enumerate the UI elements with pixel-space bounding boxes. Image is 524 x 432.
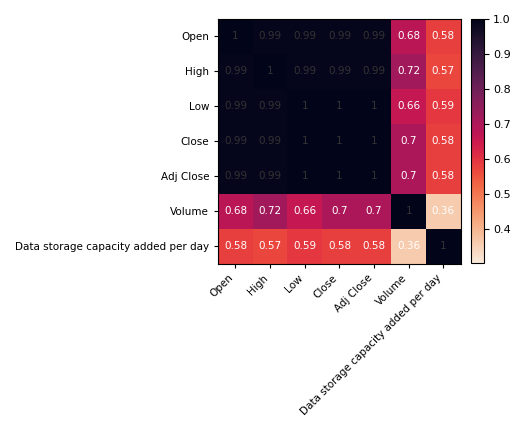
Text: 1: 1: [371, 137, 377, 146]
Text: 0.99: 0.99: [328, 67, 351, 76]
Text: 0.99: 0.99: [293, 32, 316, 41]
Text: 0.7: 0.7: [331, 206, 348, 216]
Text: 0.99: 0.99: [224, 102, 247, 111]
Text: 0.68: 0.68: [224, 206, 247, 216]
Text: 0.99: 0.99: [293, 67, 316, 76]
Text: 1: 1: [301, 137, 308, 146]
Text: 0.99: 0.99: [258, 171, 282, 181]
Text: 0.99: 0.99: [258, 102, 282, 111]
Text: 1: 1: [301, 171, 308, 181]
Text: 0.59: 0.59: [432, 102, 455, 111]
Text: 1: 1: [371, 102, 377, 111]
Text: 0.99: 0.99: [258, 137, 282, 146]
Text: 0.58: 0.58: [432, 171, 455, 181]
Text: 1: 1: [232, 32, 239, 41]
Text: 0.58: 0.58: [432, 137, 455, 146]
Text: 0.66: 0.66: [293, 206, 316, 216]
Text: 0.58: 0.58: [432, 32, 455, 41]
Text: 1: 1: [440, 241, 447, 251]
Text: 0.99: 0.99: [363, 67, 386, 76]
Text: 0.7: 0.7: [366, 206, 383, 216]
Text: 0.58: 0.58: [328, 241, 351, 251]
Text: 0.66: 0.66: [397, 102, 420, 111]
Text: 0.72: 0.72: [258, 206, 282, 216]
Text: 0.57: 0.57: [258, 241, 282, 251]
Text: 1: 1: [336, 137, 343, 146]
Text: 0.68: 0.68: [397, 32, 420, 41]
Text: 0.99: 0.99: [258, 32, 282, 41]
Text: 1: 1: [371, 171, 377, 181]
Text: 0.7: 0.7: [400, 171, 417, 181]
Text: 1: 1: [301, 102, 308, 111]
Text: 0.99: 0.99: [224, 137, 247, 146]
Text: 0.58: 0.58: [363, 241, 386, 251]
Text: 0.99: 0.99: [363, 32, 386, 41]
Text: 0.57: 0.57: [432, 67, 455, 76]
Text: 0.58: 0.58: [224, 241, 247, 251]
Text: 0.7: 0.7: [400, 137, 417, 146]
Text: 0.99: 0.99: [224, 171, 247, 181]
Text: 0.36: 0.36: [432, 206, 455, 216]
Text: 1: 1: [336, 171, 343, 181]
Text: 0.99: 0.99: [328, 32, 351, 41]
Text: 0.72: 0.72: [397, 67, 420, 76]
Text: 0.36: 0.36: [397, 241, 420, 251]
Text: 1: 1: [267, 67, 274, 76]
Text: 1: 1: [336, 102, 343, 111]
Text: 1: 1: [406, 206, 412, 216]
Text: 0.99: 0.99: [224, 67, 247, 76]
Text: 0.59: 0.59: [293, 241, 316, 251]
